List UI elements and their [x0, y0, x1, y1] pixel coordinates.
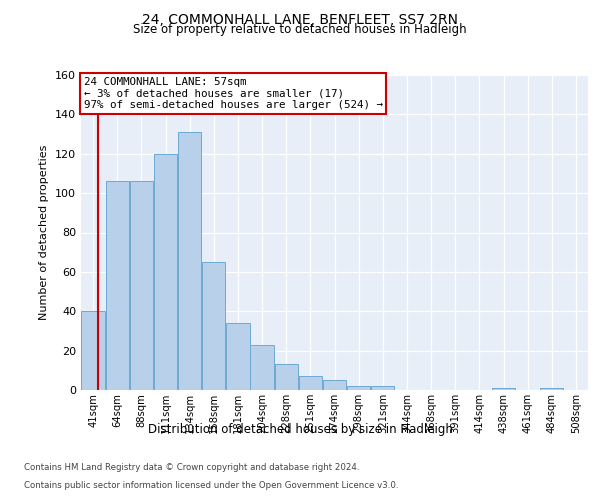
Text: Contains HM Land Registry data © Crown copyright and database right 2024.: Contains HM Land Registry data © Crown c…	[24, 464, 359, 472]
Text: 24 COMMONHALL LANE: 57sqm
← 3% of detached houses are smaller (17)
97% of semi-d: 24 COMMONHALL LANE: 57sqm ← 3% of detach…	[83, 76, 383, 110]
Bar	[106, 182, 129, 390]
Bar	[540, 388, 563, 390]
Bar	[154, 154, 177, 390]
Bar	[275, 364, 298, 390]
Bar	[371, 386, 394, 390]
Bar	[82, 311, 105, 390]
Bar	[492, 388, 515, 390]
Bar	[202, 262, 226, 390]
Bar	[250, 344, 274, 390]
Text: Distribution of detached houses by size in Hadleigh: Distribution of detached houses by size …	[148, 422, 452, 436]
Bar	[178, 132, 202, 390]
Bar	[299, 376, 322, 390]
Bar	[226, 323, 250, 390]
Bar	[130, 182, 153, 390]
Text: Size of property relative to detached houses in Hadleigh: Size of property relative to detached ho…	[133, 22, 467, 36]
Bar	[323, 380, 346, 390]
Y-axis label: Number of detached properties: Number of detached properties	[40, 145, 49, 320]
Text: 24, COMMONHALL LANE, BENFLEET, SS7 2RN: 24, COMMONHALL LANE, BENFLEET, SS7 2RN	[142, 12, 458, 26]
Bar	[347, 386, 370, 390]
Text: Contains public sector information licensed under the Open Government Licence v3: Contains public sector information licen…	[24, 481, 398, 490]
